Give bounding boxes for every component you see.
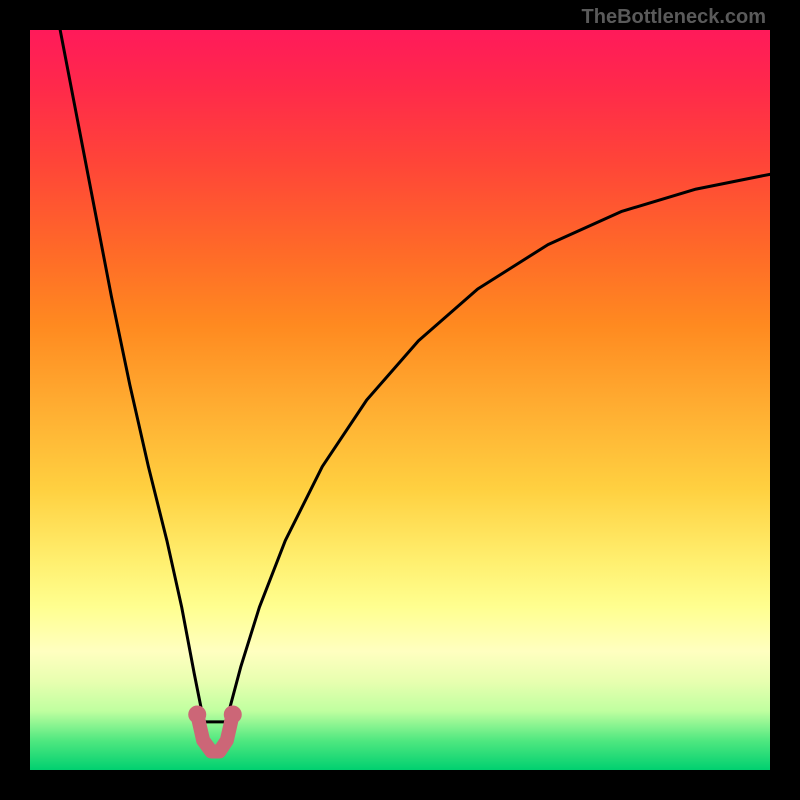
attribution-text: TheBottleneck.com xyxy=(582,6,766,29)
chart-container: TheBottleneck.com xyxy=(0,0,800,800)
bottleneck-curve xyxy=(56,30,770,722)
plot-area xyxy=(30,30,770,770)
curve-layer xyxy=(30,30,770,770)
marker-endpoint-right xyxy=(224,706,242,724)
marker-endpoint-left xyxy=(188,706,206,724)
